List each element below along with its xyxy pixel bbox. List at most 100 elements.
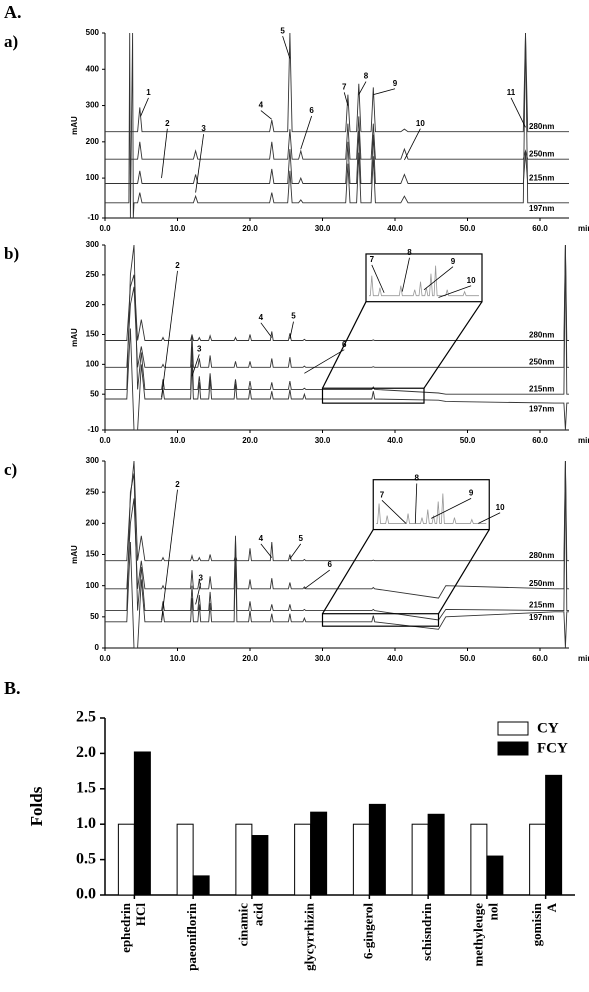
peak-label: 7 — [380, 490, 385, 499]
x-axis-label: min — [578, 654, 589, 663]
annotation-leader — [478, 512, 501, 524]
trace-label: 215nm — [529, 174, 554, 183]
annotation-leader — [371, 264, 385, 293]
trace — [105, 33, 569, 133]
y-tick-label: 1.0 — [76, 815, 96, 832]
bar — [427, 813, 445, 896]
zoom-connector — [321, 529, 374, 615]
annotation-leader — [438, 285, 472, 298]
trace — [105, 245, 569, 368]
figure-label: A. — [4, 2, 22, 22]
annotation-leader — [343, 92, 349, 106]
annotation-leader — [161, 270, 178, 398]
panel-label: b) — [4, 244, 19, 263]
annotation-leader — [282, 36, 291, 59]
y-tick-label: 200 — [86, 300, 100, 309]
annotation-leader — [195, 583, 202, 605]
y-tick-label: 1.5 — [76, 779, 96, 796]
bar — [352, 823, 370, 896]
y-tick-label: 200 — [86, 137, 100, 146]
panel-label: a) — [4, 32, 18, 51]
trace — [105, 33, 569, 218]
annotation-leader — [260, 543, 273, 558]
x-tick-label: 40.0 — [387, 224, 403, 233]
bar — [310, 811, 328, 896]
trace-label: 250nm — [529, 149, 554, 158]
annotation-leader — [431, 498, 472, 519]
inset-trace — [376, 493, 487, 524]
zoom-box — [321, 613, 440, 627]
y-axis-label: mAU — [70, 116, 79, 135]
figure-label: B. — [4, 678, 21, 698]
legend-label: FCY — [537, 740, 568, 756]
y-tick-label: 250 — [86, 487, 100, 496]
annotation-leader — [404, 128, 421, 161]
peak-label: 6 — [328, 560, 333, 569]
y-tick-label: -10 — [87, 213, 99, 222]
x-tick-label: A — [544, 902, 559, 912]
bar — [192, 875, 210, 896]
annotation-leader — [191, 354, 200, 377]
y-tick-label: 200 — [86, 518, 100, 527]
x-tick-label: 0.0 — [99, 436, 111, 445]
peak-label: 10 — [496, 503, 505, 512]
x-tick-label: schisndrin — [419, 902, 434, 961]
annotation-leader — [414, 483, 418, 524]
y-tick-label: 50 — [90, 389, 99, 398]
y-tick-label: 0.5 — [76, 850, 96, 867]
annotation-leader — [304, 569, 330, 590]
x-tick-label: 50.0 — [460, 224, 476, 233]
bar — [470, 823, 488, 896]
bar — [294, 823, 312, 896]
bar — [133, 751, 151, 896]
trace-label: 250nm — [529, 357, 554, 366]
trace-label: 250nm — [529, 579, 554, 588]
peak-label: 3 — [201, 124, 206, 133]
x-tick-label: 10.0 — [170, 654, 186, 663]
y-tick-label: 300 — [86, 101, 100, 110]
annotation-leader — [358, 81, 367, 95]
y-tick-label: 2.0 — [76, 744, 96, 761]
x-tick-label: 60.0 — [532, 654, 548, 663]
peak-label: 1 — [146, 88, 151, 97]
annotation-leader — [304, 349, 345, 374]
zoom-connector — [437, 529, 490, 615]
peak-label: 9 — [451, 257, 456, 266]
peak-label: 3 — [198, 573, 203, 582]
x-tick-label: 50.0 — [460, 654, 476, 663]
peak-label: 6 — [342, 340, 347, 349]
zoom-connector — [423, 301, 483, 389]
x-tick-label: 40.0 — [387, 654, 403, 663]
y-tick-label: 300 — [86, 240, 100, 249]
trace-label: 197nm — [529, 204, 554, 213]
peak-label: 3 — [197, 345, 202, 354]
x-tick-label: cinamic — [235, 903, 250, 947]
inset-trace — [369, 265, 479, 297]
y-tick-label: 250 — [86, 270, 100, 279]
annotation-leader — [510, 97, 526, 128]
bar — [486, 855, 504, 896]
x-tick-label: 20.0 — [242, 224, 258, 233]
trace-label: 197nm — [529, 404, 554, 413]
x-axis-label: min — [578, 436, 589, 445]
peak-label: 6 — [309, 106, 314, 115]
annotation-leader — [423, 266, 454, 291]
trace — [105, 328, 569, 430]
y-axis-label: Folds — [27, 786, 46, 826]
y-tick-label: 150 — [86, 550, 100, 559]
x-tick-label: nol — [485, 903, 500, 921]
x-tick-label: 30.0 — [315, 436, 331, 445]
x-tick-label: 30.0 — [315, 224, 331, 233]
peak-label: 5 — [280, 26, 285, 35]
trace — [105, 461, 569, 562]
bar — [545, 774, 563, 896]
peak-label: 8 — [364, 72, 369, 81]
peak-label: 7 — [342, 83, 347, 92]
peak-label: 4 — [259, 313, 264, 322]
x-tick-label: 40.0 — [387, 436, 403, 445]
y-tick-label: 500 — [86, 28, 100, 37]
inset-box — [372, 479, 490, 531]
annotation-leader — [300, 115, 313, 150]
